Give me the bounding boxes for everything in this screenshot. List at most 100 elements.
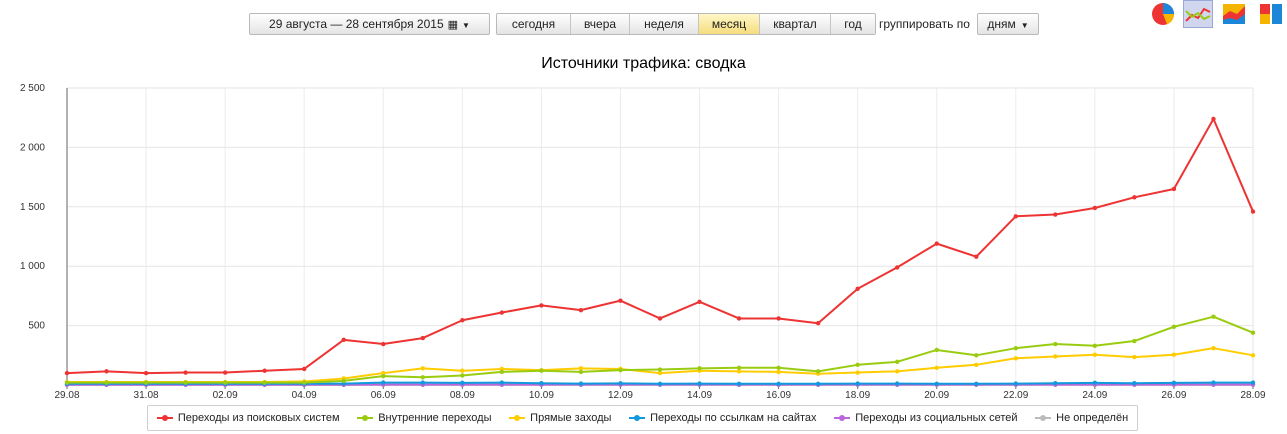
data-point [143, 380, 149, 385]
data-point [1211, 314, 1216, 319]
date-range-picker[interactable]: 29 августа — 28 сентября 2015 ▦ ▼ [249, 13, 490, 35]
data-point [776, 316, 781, 321]
data-point [895, 369, 900, 374]
x-tick-label: 26.09 [1161, 390, 1186, 400]
y-tick-label: 500 [28, 321, 45, 332]
pie-chart-icon[interactable] [1148, 0, 1178, 28]
chart-legend: Переходы из поисковых систем Внутренние п… [147, 405, 1138, 431]
data-point [1132, 354, 1137, 360]
x-axis: 29.08 31.08 02.09 04.09 06.09 08.09 10.09 12.09… [54, 384, 1266, 400]
data-point [736, 316, 742, 321]
period-button-quarter[interactable]: квартал [760, 14, 831, 34]
data-point [381, 373, 386, 379]
data-point [1092, 343, 1098, 348]
traffic-line-chart: 500 1 000 1 500 2 000 2 500 29.08 31.08 02.09 0… [20, 83, 1266, 400]
data-point [618, 298, 623, 303]
data-point [1171, 324, 1177, 329]
data-point [776, 381, 781, 387]
legend-item[interactable]: Внутренние переходы [357, 412, 492, 424]
data-point [895, 359, 900, 365]
data-point [1092, 352, 1098, 357]
data-point [460, 318, 465, 323]
data-point [855, 362, 860, 368]
x-tick-label: 14.09 [687, 390, 712, 400]
period-button-today[interactable]: сегодня [497, 14, 571, 34]
legend-swatch [156, 413, 173, 423]
group-by-select[interactable]: дням ▼ [977, 13, 1039, 35]
series-line [67, 347, 1254, 384]
y-tick-label: 2 000 [20, 142, 45, 153]
period-button-month[interactable]: месяц [699, 14, 760, 34]
data-point [974, 254, 979, 259]
x-tick-label: 29.08 [54, 390, 79, 400]
x-tick-label: 02.09 [213, 390, 238, 400]
data-point [657, 316, 663, 321]
data-point [934, 347, 939, 353]
data-point [1132, 195, 1137, 200]
data-point [657, 367, 663, 372]
data-point [618, 381, 623, 386]
data-point [1013, 214, 1018, 219]
legend-label: Прямые заходы [530, 412, 612, 424]
x-tick-label: 20.09 [924, 390, 949, 400]
period-button-week[interactable]: неделя [630, 14, 699, 34]
data-point [1250, 330, 1256, 335]
series-line [66, 117, 1254, 375]
data-point [381, 341, 386, 347]
data-point [1013, 356, 1018, 361]
y-axis: 500 1 000 1 500 2 000 2 500 [20, 83, 68, 385]
legend-swatch [1035, 413, 1052, 423]
data-point [499, 380, 505, 385]
x-tick-label: 31.08 [134, 390, 159, 400]
data-point [1092, 380, 1098, 386]
data-point [736, 381, 742, 387]
bar-chart-icon[interactable] [1254, 0, 1284, 28]
data-point [1013, 345, 1018, 351]
data-point [578, 381, 584, 386]
legend-item[interactable]: Прямые заходы [509, 412, 611, 424]
legend-swatch [834, 413, 851, 423]
data-point [974, 362, 979, 368]
data-point [302, 366, 307, 372]
data-point [341, 337, 346, 343]
data-point [776, 369, 781, 375]
data-point [539, 303, 544, 308]
group-by-label: группировать по [879, 17, 970, 31]
x-tick-label: 12.09 [608, 390, 633, 400]
legend-item[interactable]: Переходы из поисковых систем [156, 412, 340, 424]
data-point [64, 380, 70, 385]
area-chart-icon[interactable] [1219, 0, 1249, 28]
x-tick-label: 24.09 [1082, 390, 1107, 400]
group-by-value: дням [987, 17, 1016, 31]
data-point [618, 367, 623, 373]
legend-item[interactable]: Переходы из социальных сетей [834, 412, 1018, 424]
period-button-year[interactable]: год [831, 14, 875, 34]
legend-swatch [357, 413, 374, 423]
data-point [64, 370, 70, 376]
legend-label: Внутренние переходы [378, 412, 492, 424]
data-point [697, 299, 702, 305]
period-button-yesterday[interactable]: вчера [571, 14, 630, 34]
date-range-label: 29 августа — 28 сентября 2015 [269, 17, 444, 31]
data-point [1171, 380, 1177, 386]
data-point [222, 380, 228, 385]
data-point [460, 368, 465, 373]
data-point [1053, 341, 1058, 347]
data-point [1053, 381, 1058, 386]
data-point [143, 370, 149, 376]
data-point [974, 353, 979, 358]
data-point [460, 380, 465, 386]
legend-swatch [509, 413, 526, 423]
x-tick-label: 28.09 [1240, 390, 1265, 400]
x-tick-label: 06.09 [371, 390, 396, 400]
legend-item[interactable]: Переходы по ссылкам на сайтах [629, 412, 817, 424]
data-point [420, 375, 425, 380]
legend-item[interactable]: Не определён [1035, 412, 1128, 424]
data-point [657, 381, 663, 387]
data-point [974, 381, 979, 387]
data-point [104, 380, 109, 385]
data-point [1250, 380, 1256, 385]
x-tick-label: 04.09 [292, 390, 317, 400]
line-chart-icon[interactable] [1183, 0, 1213, 28]
data-point [460, 373, 465, 378]
